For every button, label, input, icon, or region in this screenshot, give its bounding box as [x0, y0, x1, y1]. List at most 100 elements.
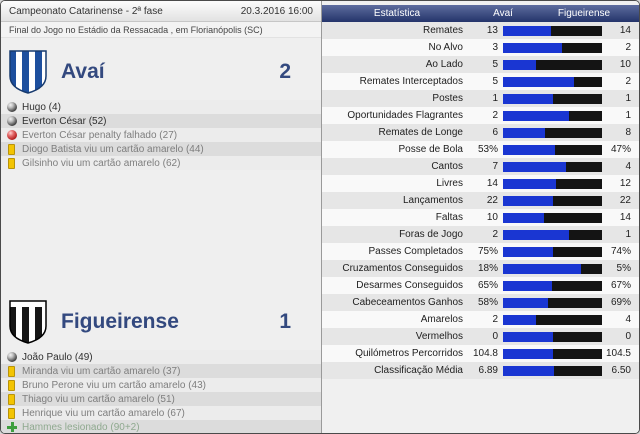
event-text: Henrique viu um cartão amarelo (67): [22, 407, 185, 419]
stat-comparison-bar: [503, 348, 602, 359]
stat-label: Lançamentos: [402, 195, 463, 206]
stat-row: Classificação Média 6.89 6.50: [322, 362, 639, 379]
goal-icon: [7, 352, 17, 362]
stat-away-value: 2: [625, 76, 631, 87]
event-row[interactable]: Diogo Batista viu um cartão amarelo (44): [1, 142, 321, 156]
stat-bar-home-fill: [503, 212, 545, 223]
event-text: Everton César penalty falhado (27): [22, 129, 178, 141]
stat-label: Faltas: [435, 212, 463, 223]
stat-home-value: 5: [492, 76, 498, 87]
stat-label: Remates Interceptados: [359, 76, 463, 87]
stat-label: Vermelhos: [415, 331, 463, 342]
stat-label: Oportunidades Flagrantes: [347, 110, 463, 121]
stat-bar-home-fill: [503, 195, 553, 206]
event-text: Diogo Batista viu um cartão amarelo (44): [22, 143, 204, 155]
yellow-card-icon: [8, 407, 15, 419]
goal-icon: [7, 116, 17, 126]
stat-home-value: 53%: [477, 144, 498, 155]
stat-away-value: 10: [619, 59, 631, 70]
stat-comparison-bar: [503, 161, 602, 172]
stat-comparison-bar: [503, 297, 602, 308]
stat-row: Lançamentos 22 22: [322, 192, 639, 209]
event-row[interactable]: Henrique viu um cartão amarelo (67): [1, 406, 321, 420]
away-team-name[interactable]: Figueirense: [61, 310, 179, 333]
stat-home-value: 2: [492, 229, 498, 240]
stat-home-value: 6.89: [478, 365, 498, 376]
stat-bar-home-fill: [503, 59, 536, 70]
stat-home-value: 2: [492, 314, 498, 325]
home-team-name[interactable]: Avaí: [61, 60, 105, 83]
home-events-list: Hugo (4) Everton César (52) Everton César …: [1, 100, 321, 170]
stat-row: Passes Completados 75% 74%: [322, 243, 639, 260]
match-subtitle: Final do Jogo no Estádio da Ressacada , …: [9, 24, 263, 35]
stat-label: Remates de Longe: [378, 127, 463, 138]
stat-away-value: 1: [625, 229, 631, 240]
goal-icon: [7, 102, 17, 112]
stat-comparison-bar: [503, 195, 602, 206]
away-events-list: João Paulo (49) Miranda viu um cartão ama…: [1, 350, 321, 433]
stat-comparison-bar: [503, 25, 602, 36]
yellow-card-icon: [8, 143, 15, 155]
stat-away-value: 14: [619, 212, 631, 223]
stat-comparison-bar: [503, 246, 602, 257]
stat-bar-home-fill: [503, 93, 553, 104]
stat-row: Cantos 7 4: [322, 158, 639, 175]
stat-comparison-bar: [503, 178, 602, 189]
event-row[interactable]: Hammes lesionado (90+2): [1, 420, 321, 433]
injury-icon: [7, 422, 17, 432]
stat-comparison-bar: [503, 144, 602, 155]
event-row[interactable]: Gilsinho viu um cartão amarelo (62): [1, 156, 321, 170]
stat-row: Cruzamentos Conseguidos 18% 5%: [322, 260, 639, 277]
stat-bar-home-fill: [503, 42, 563, 53]
stat-bar-home-fill: [503, 76, 574, 87]
stat-bar-home-fill: [503, 331, 553, 342]
stat-home-value: 6: [492, 127, 498, 138]
stat-comparison-bar: [503, 110, 602, 121]
away-team-header: Figueirense 1: [1, 288, 321, 350]
home-team-score: 2: [279, 60, 291, 83]
stat-home-value: 3: [492, 42, 498, 53]
stat-row: Foras de Jogo 2 1: [322, 226, 639, 243]
event-row[interactable]: Bruno Perone viu um cartão amarelo (43): [1, 378, 321, 392]
stat-label: Cantos: [431, 161, 463, 172]
stat-label: Posse de Bola: [398, 144, 464, 155]
event-row[interactable]: Thiago viu um cartão amarelo (51): [1, 392, 321, 406]
event-text: Thiago viu um cartão amarelo (51): [22, 393, 175, 405]
event-text: Gilsinho viu um cartão amarelo (62): [22, 157, 181, 169]
stat-label: Classificação Média: [374, 365, 463, 376]
match-stats-panel: Estatística Avaí Figueirense Remates 13 14…: [322, 1, 639, 433]
stat-row: Desarmes Conseguidos 65% 67%: [322, 277, 639, 294]
stat-bar-home-fill: [503, 297, 549, 308]
stat-row: Faltas 10 14: [322, 209, 639, 226]
match-summary-panel: Campeonato Catarinense - 2ª fase 20.3.20…: [1, 1, 322, 433]
stat-row: Livres 14 12: [322, 175, 639, 192]
stat-row: Postes 1 1: [322, 90, 639, 107]
stat-label: Postes: [432, 93, 463, 104]
stat-bar-home-fill: [503, 365, 554, 376]
stats-table-body: Remates 13 14 No Alvo 3 2 Ao Lado 5 10 Remates In…: [322, 22, 639, 379]
event-row[interactable]: Hugo (4): [1, 100, 321, 114]
event-row[interactable]: Everton César penalty falhado (27): [1, 128, 321, 142]
stat-home-value: 58%: [477, 297, 498, 308]
event-row[interactable]: João Paulo (49): [1, 350, 321, 364]
stat-row: Remates de Longe 6 8: [322, 124, 639, 141]
match-subtitle-bar: Final do Jogo no Estádio da Ressacada , …: [1, 22, 321, 38]
stat-comparison-bar: [503, 212, 602, 223]
stat-home-value: 0: [492, 331, 498, 342]
stat-away-value: 69%: [610, 297, 631, 308]
stat-away-value: 74%: [610, 246, 631, 257]
stat-row: Ao Lado 5 10: [322, 56, 639, 73]
stat-away-value: 6.50: [611, 365, 631, 376]
event-text: Miranda viu um cartão amarelo (37): [22, 365, 181, 377]
stat-label: Cruzamentos Conseguidos: [342, 263, 463, 274]
stat-comparison-bar: [503, 127, 602, 138]
event-text: Everton César (52): [22, 115, 107, 127]
stat-home-value: 10: [486, 212, 498, 223]
event-row[interactable]: Everton César (52): [1, 114, 321, 128]
away-team-score: 1: [279, 310, 291, 333]
event-row[interactable]: Miranda viu um cartão amarelo (37): [1, 364, 321, 378]
stat-bar-home-fill: [503, 25, 551, 36]
stat-away-value: 1: [625, 93, 631, 104]
event-text: Hugo (4): [22, 101, 61, 113]
stat-away-value: 12: [619, 178, 631, 189]
